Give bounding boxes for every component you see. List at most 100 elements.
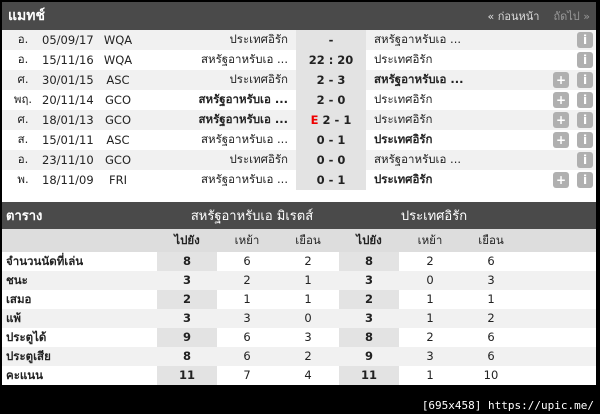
stat-value: 3 [182, 273, 191, 287]
info-icon[interactable]: i [577, 72, 593, 88]
away-team[interactable]: ประเทศอิรัก [374, 112, 433, 126]
match-score[interactable]: 0 - 0 [296, 150, 366, 170]
match-score[interactable]: 22 : 20 [296, 50, 366, 70]
column-header: เยือน [295, 233, 321, 247]
match-competition: GCO [105, 153, 131, 167]
stat-value: 6 [243, 330, 251, 344]
match-score[interactable]: 0 - 1 [296, 130, 366, 150]
home-team[interactable]: สหรัฐอาหรับเอ ... [200, 172, 288, 186]
stat-value: 8 [364, 254, 373, 268]
stat-value: 3 [487, 273, 495, 287]
info-icon[interactable]: i [577, 132, 593, 148]
stat-value: 3 [364, 311, 373, 325]
stat-label: จำนวนนัดที่เล่น [6, 254, 84, 268]
stat-value: 10 [483, 368, 499, 382]
match-date: 15/01/11 [42, 133, 94, 147]
stat-value: 1 [304, 273, 312, 287]
match-row[interactable]: ส. 15/01/11 ASC สหรัฐอาหรับเอ ... 0 - 1 … [2, 130, 596, 150]
match-score[interactable]: - [296, 30, 366, 50]
column-header: เหย้า [417, 233, 443, 247]
home-team[interactable]: สหรัฐอาหรับเอ ... [198, 92, 289, 106]
stat-value: 2 [487, 311, 495, 325]
stat-value: 8 [364, 330, 373, 344]
stat-value: 2 [304, 254, 312, 268]
column-header: เยือน [478, 233, 504, 247]
match-date: 18/11/09 [42, 173, 94, 187]
stat-value: 2 [364, 292, 373, 306]
home-team[interactable]: ประเทศอิรัก [229, 32, 288, 46]
stat-value: 8 [182, 349, 191, 363]
info-icon[interactable]: i [577, 112, 593, 128]
match-competition: GCO [105, 113, 131, 127]
match-score[interactable]: 0 - 1 [296, 170, 366, 190]
plus-icon[interactable]: + [553, 172, 569, 188]
score-text: 0 - 1 [316, 173, 346, 187]
match-day: พฤ. [13, 92, 33, 106]
stat-value: 2 [426, 254, 434, 268]
match-score[interactable]: 2 - 0 [296, 90, 366, 110]
stat-label: ประตูได้ [6, 330, 47, 344]
stat-row: แพ้ 3 3 0 3 1 2 [2, 309, 596, 328]
away-team[interactable]: ประเทศอิรัก [374, 132, 433, 146]
away-team[interactable]: ประเทศอิรัก [374, 92, 433, 106]
away-team[interactable]: สหรัฐอาหรับเอ ... [374, 152, 462, 166]
next-link: ถัดไป » [553, 10, 590, 23]
match-date: 20/11/14 [42, 93, 94, 107]
stat-value: 9 [182, 330, 191, 344]
plus-icon[interactable]: + [553, 112, 569, 128]
h2h-panel: แมทช์ « ก่อนหน้า ถัดไป » อ. 05/09/17 WQA… [2, 2, 596, 385]
extra-time-flag: E [310, 113, 319, 127]
stat-value: 1 [426, 292, 434, 306]
home-team[interactable]: ประเทศอิรัก [229, 152, 288, 166]
match-date: 30/01/15 [42, 73, 94, 87]
match-day: อ. [17, 152, 29, 166]
stat-value: 2 [426, 330, 434, 344]
table-title: ตาราง [6, 209, 43, 224]
info-icon[interactable]: i [577, 52, 593, 68]
stat-value: 11 [178, 368, 195, 382]
away-team[interactable]: ประเทศอิรัก [374, 52, 433, 66]
plus-icon[interactable]: + [553, 132, 569, 148]
plus-icon[interactable]: + [553, 92, 569, 108]
stat-value: 3 [243, 311, 251, 325]
stat-value: 1 [304, 292, 312, 306]
match-row[interactable]: อ. 15/11/16 WQA สหรัฐอาหรับเอ ... 22 : 2… [2, 50, 596, 70]
home-team[interactable]: สหรัฐอาหรับเอ ... [200, 52, 288, 66]
match-date: 23/11/10 [42, 153, 94, 167]
home-team[interactable]: สหรัฐอาหรับเอ ... [200, 132, 288, 146]
plus-icon[interactable]: + [553, 72, 569, 88]
match-row[interactable]: พฤ. 20/11/14 GCO สหรัฐอาหรับเอ ... 2 - 0… [2, 90, 596, 110]
match-competition: FRI [109, 173, 127, 187]
match-row[interactable]: อ. 05/09/17 WQA ประเทศอิรัก - สหรัฐอาหรั… [2, 30, 596, 50]
match-competition: WQA [103, 53, 133, 67]
stat-label: ประตูเสีย [6, 349, 51, 363]
score-text: 0 - 1 [316, 133, 346, 147]
info-icon[interactable]: i [577, 32, 593, 48]
match-row[interactable]: ศ. 30/01/15 ASC ประเทศอิรัก 2 - 3 สหรัฐอ… [2, 70, 596, 90]
score-text: - [328, 33, 334, 47]
info-icon[interactable]: i [577, 92, 593, 108]
away-team[interactable]: ประเทศอิรัก [374, 172, 433, 186]
home-team[interactable]: ประเทศอิรัก [229, 72, 288, 86]
match-list: อ. 05/09/17 WQA ประเทศอิรัก - สหรัฐอาหรั… [2, 30, 596, 190]
away-team[interactable]: สหรัฐอาหรับเอ ... [374, 32, 462, 46]
match-score[interactable]: 2 - 3 [296, 70, 366, 90]
info-icon[interactable]: i [577, 152, 593, 168]
away-team[interactable]: สหรัฐอาหรับเอ ... [374, 72, 464, 86]
column-header: ไปยัง [356, 233, 382, 247]
stat-value: 6 [487, 254, 495, 268]
match-row[interactable]: อ. 23/11/10 GCO ประเทศอิรัก 0 - 0 สหรัฐอ… [2, 150, 596, 170]
stat-row: คะแนน 11 7 4 11 1 10 [2, 366, 596, 385]
match-row[interactable]: พ. 18/11/09 FRI สหรัฐอาหรับเอ ... 0 - 1 … [2, 170, 596, 190]
stat-value: 2 [182, 292, 191, 306]
stat-row: ประตูได้ 9 6 3 8 2 6 [2, 328, 596, 347]
prev-link[interactable]: « ก่อนหน้า [487, 10, 540, 23]
stat-value: 1 [487, 292, 495, 306]
stat-value: 2 [243, 273, 251, 287]
match-day: ศ. [17, 72, 29, 86]
info-icon[interactable]: i [577, 172, 593, 188]
home-team[interactable]: สหรัฐอาหรับเอ ... [198, 112, 289, 126]
score-text: 22 : 20 [308, 53, 354, 67]
